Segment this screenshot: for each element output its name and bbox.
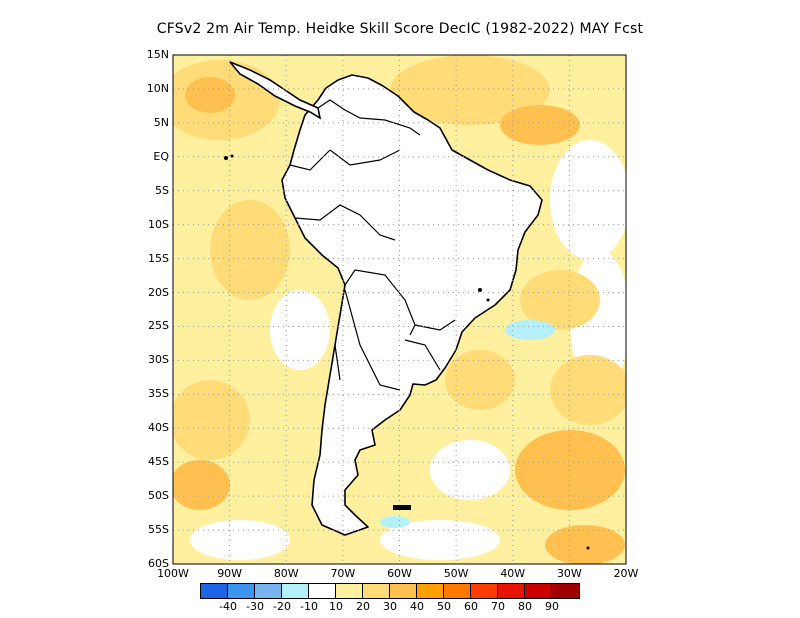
- colorbar-label: 30: [383, 600, 397, 613]
- colorbar-label: 80: [518, 600, 532, 613]
- south-america-land: [281, 74, 543, 536]
- lon-tick-label: 70W: [330, 567, 356, 580]
- colorbar: [200, 583, 580, 599]
- colorbar-label: -40: [219, 600, 237, 613]
- islands: [224, 154, 590, 550]
- colorbar-label: 60: [464, 600, 478, 613]
- colorbar-cell: [390, 584, 417, 598]
- colorbar-cell: [444, 584, 471, 598]
- colorbar-cell: [282, 584, 309, 598]
- colorbar-cell: [201, 584, 228, 598]
- lat-tick-label: 25S: [148, 319, 169, 333]
- lon-tick-label: 20W: [613, 567, 639, 580]
- lat-tick-label: 15N: [146, 48, 169, 61]
- lat-tick-label: 35S: [148, 387, 169, 401]
- colorbar-cell: [471, 584, 498, 598]
- lat-tick-label: 10S: [148, 217, 169, 231]
- plot-frame: [172, 54, 627, 565]
- lat-tick-label: 30S: [148, 353, 169, 367]
- colorbar-cell: [552, 584, 579, 598]
- lat-tick-label: 15S: [148, 251, 169, 265]
- lon-tick-label: 40W: [500, 567, 526, 580]
- lat-tick-label: 60S: [148, 557, 169, 570]
- lat-tick-label: 45S: [148, 455, 169, 469]
- colorbar-cell: [309, 584, 336, 598]
- colorbar-cell: [525, 584, 552, 598]
- colorbar-cell: [498, 584, 525, 598]
- lon-tick-label: 50W: [443, 567, 469, 580]
- lat-tick-label: EQ: [153, 149, 169, 163]
- colorbar-label: 70: [491, 600, 505, 613]
- skill-field: [173, 55, 626, 564]
- chart-title: CFSv2 2m Air Temp. Heidke Skill Score De…: [156, 21, 644, 37]
- colorbar-label: -10: [300, 600, 318, 613]
- colorbar-label: 50: [437, 600, 451, 613]
- colorbar-cell: [255, 584, 282, 598]
- lat-tick-label: 10N: [146, 81, 169, 95]
- country-borders: [289, 99, 456, 391]
- colorbar-label: -30: [246, 600, 264, 613]
- colorbar-label: 40: [410, 600, 424, 613]
- colorbar-cell: [417, 584, 444, 598]
- lat-tick-label: 50S: [148, 489, 169, 503]
- colorbar-label: 20: [356, 600, 370, 613]
- lat-tick-label: 20S: [148, 285, 169, 299]
- lat-tick-label: 55S: [148, 523, 169, 537]
- colorbar-cell: [336, 584, 363, 598]
- colorbar-cell: [228, 584, 255, 598]
- lat-tick-label: 40S: [148, 421, 169, 435]
- lon-tick-label: 60W: [387, 567, 412, 580]
- lon-tick-label: 100W: [157, 567, 189, 580]
- colorbar-label: 10: [329, 600, 343, 613]
- colorbar-label: 90: [545, 600, 559, 613]
- lon-tick-label: 30W: [556, 567, 582, 580]
- colorbar-cell: [363, 584, 390, 598]
- lat-tick-label: 5S: [155, 183, 169, 197]
- lat-tick-label: 5N: [153, 115, 169, 129]
- central-america-land: [229, 61, 322, 120]
- lon-tick-label: 90W: [217, 567, 243, 580]
- colorbar-label: -20: [273, 600, 291, 613]
- lon-tick-label: 80W: [273, 567, 299, 580]
- gridlines: [173, 55, 626, 564]
